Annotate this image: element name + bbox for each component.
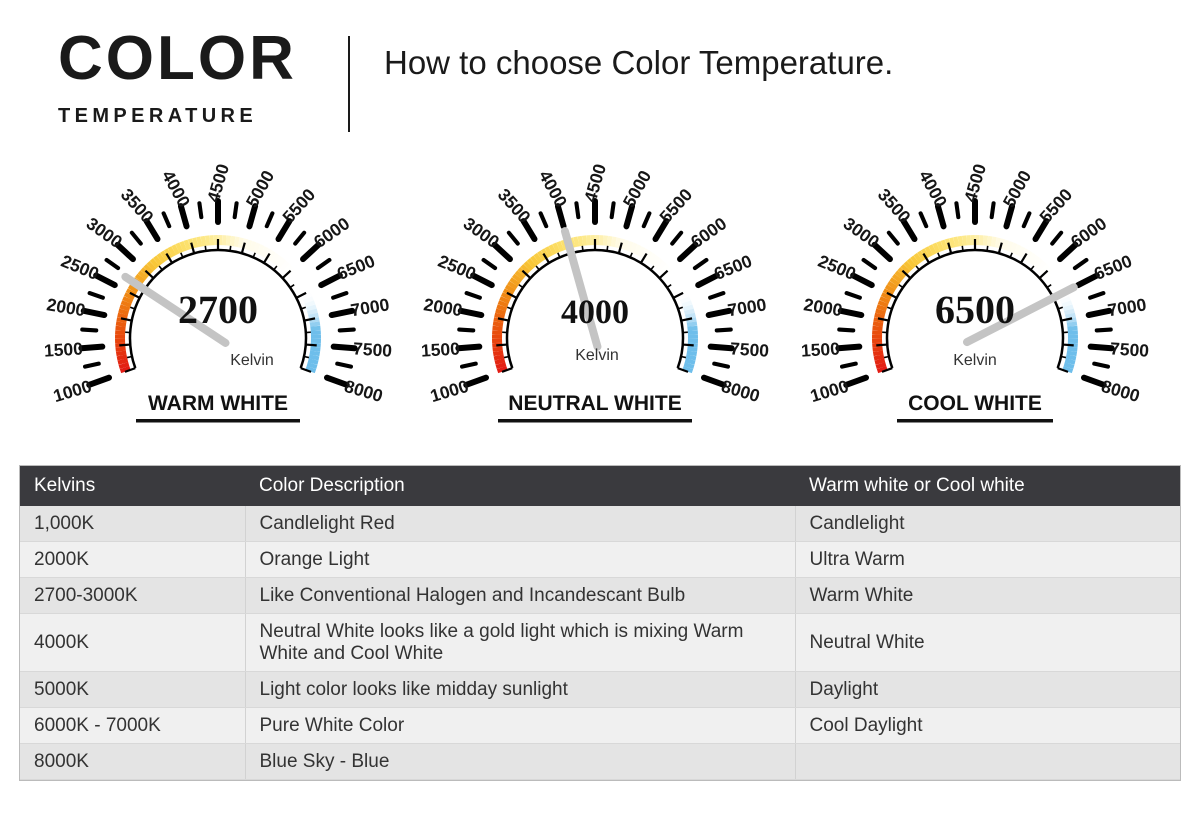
svg-text:4000: 4000 (535, 167, 572, 211)
svg-text:2500: 2500 (435, 251, 479, 284)
svg-text:5500: 5500 (278, 184, 319, 227)
svg-text:2500: 2500 (815, 251, 859, 284)
svg-text:4500: 4500 (960, 162, 990, 204)
svg-text:1000: 1000 (808, 376, 851, 406)
svg-text:1500: 1500 (420, 338, 460, 360)
svg-text:5000: 5000 (619, 167, 656, 211)
svg-text:Kelvin: Kelvin (230, 352, 274, 369)
svg-text:4000: 4000 (915, 167, 952, 211)
svg-text:5000: 5000 (999, 167, 1036, 211)
svg-text:7000: 7000 (349, 294, 391, 320)
svg-text:4500: 4500 (203, 162, 233, 204)
svg-text:3500: 3500 (494, 185, 535, 228)
svg-text:5000: 5000 (242, 167, 279, 211)
svg-text:6000: 6000 (1067, 213, 1111, 252)
svg-text:1000: 1000 (51, 376, 94, 406)
svg-text:4000: 4000 (158, 167, 195, 211)
svg-text:6500: 6500 (1091, 251, 1135, 284)
svg-text:7000: 7000 (1106, 294, 1148, 320)
svg-text:1500: 1500 (43, 338, 83, 360)
svg-text:2000: 2000 (422, 294, 464, 320)
svg-text:2000: 2000 (45, 294, 87, 320)
svg-text:6500: 6500 (935, 287, 1015, 332)
svg-text:6500: 6500 (711, 251, 755, 284)
svg-text:5500: 5500 (655, 184, 696, 227)
svg-text:WARM WHITE: WARM WHITE (148, 392, 288, 415)
svg-text:6000: 6000 (310, 213, 354, 252)
svg-text:4000: 4000 (561, 294, 629, 331)
svg-text:8000: 8000 (719, 376, 762, 406)
svg-text:Kelvin: Kelvin (953, 352, 997, 369)
svg-text:6500: 6500 (334, 251, 378, 284)
svg-text:NEUTRAL WHITE: NEUTRAL WHITE (508, 392, 681, 415)
svg-text:7000: 7000 (726, 294, 768, 320)
svg-text:1500: 1500 (800, 338, 840, 360)
svg-text:8000: 8000 (342, 376, 385, 406)
svg-text:1000: 1000 (428, 376, 471, 406)
svg-text:8000: 8000 (1099, 376, 1142, 406)
svg-text:6000: 6000 (687, 213, 731, 252)
svg-text:5500: 5500 (1035, 184, 1076, 227)
svg-text:3500: 3500 (117, 185, 158, 228)
svg-text:7500: 7500 (353, 338, 393, 360)
svg-text:7500: 7500 (1110, 338, 1150, 360)
svg-text:7500: 7500 (730, 338, 770, 360)
svg-text:2500: 2500 (58, 251, 102, 284)
svg-text:3500: 3500 (874, 185, 915, 228)
svg-text:2700: 2700 (178, 287, 258, 332)
svg-text:2000: 2000 (802, 294, 844, 320)
svg-text:4500: 4500 (580, 162, 610, 204)
svg-text:COOL WHITE: COOL WHITE (908, 392, 1042, 415)
svg-text:Kelvin: Kelvin (575, 347, 619, 364)
